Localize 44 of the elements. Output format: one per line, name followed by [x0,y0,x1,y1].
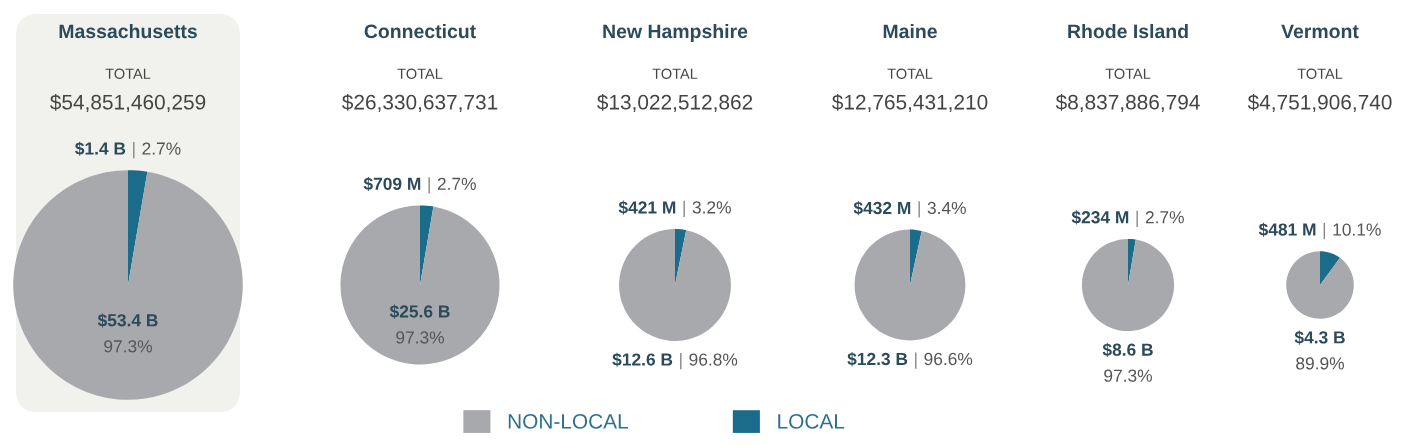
chart-title: Vermont [1281,24,1359,39]
text: $13,022,512,862 [597,93,753,113]
pie-slice [1128,238,1136,285]
chart-subtitle: TOTAL [397,68,443,79]
data-label: $709 M | 2.7% [363,176,476,194]
legend-label: NON-LOCAL [508,414,628,429]
chart-title: Rhode Island [1068,23,1188,39]
data-label: $53.4 B 97.3% [97,313,158,353]
chart-title: Maine [883,23,937,39]
chart-subtitle: TOTAL [887,68,933,79]
text: $26,330,637,731 [342,93,498,113]
data-label: $432 M | 3.4% [853,201,966,218]
pie-slice [619,229,731,341]
legend-label: LOCAL [778,414,845,429]
chart-subtitle: TOTAL [105,68,151,79]
pie-slice [13,170,243,400]
data-label: $12.6 B | 96.8% [612,352,738,370]
pie-slice [1081,238,1175,332]
data-label: $4.3 B 89.9% [1294,330,1345,370]
text: $4,751,906,740 [1247,93,1392,113]
pie-slice [128,170,148,285]
chart-subtitle: TOTAL [1105,68,1151,79]
data-label: $1.4 B | 2.7% [75,141,181,159]
text: $8,837,886,794 [1055,93,1200,113]
data-label: $481 M | 10.1% [1258,222,1381,240]
text: $12,765,431,210 [832,93,988,113]
chart-subtitle: TOTAL [1297,68,1343,79]
chart-subtitle: TOTAL [652,68,698,79]
data-label: $8.6 B 97.3% [1102,342,1153,382]
data-label: $12.3 B | 96.6% [847,352,973,369]
pie-slice [675,229,687,285]
pie-slice [420,205,434,285]
chart-title: Massachusetts [59,23,197,39]
pie-slice [854,229,966,341]
data-label: $234 M | 2.7% [1071,210,1184,227]
chart-title: New Hampshire [603,23,748,43]
pie-slice [340,205,500,365]
chart-title: Connecticut [364,23,476,39]
pie-slice [1320,251,1341,285]
pie-slice [910,229,922,285]
data-label: $25.6 B 97.3% [389,304,450,344]
pie-slice [1286,251,1354,319]
data-label: $421 M | 3.2% [618,200,731,218]
text: $54,851,460,259 [50,93,206,113]
